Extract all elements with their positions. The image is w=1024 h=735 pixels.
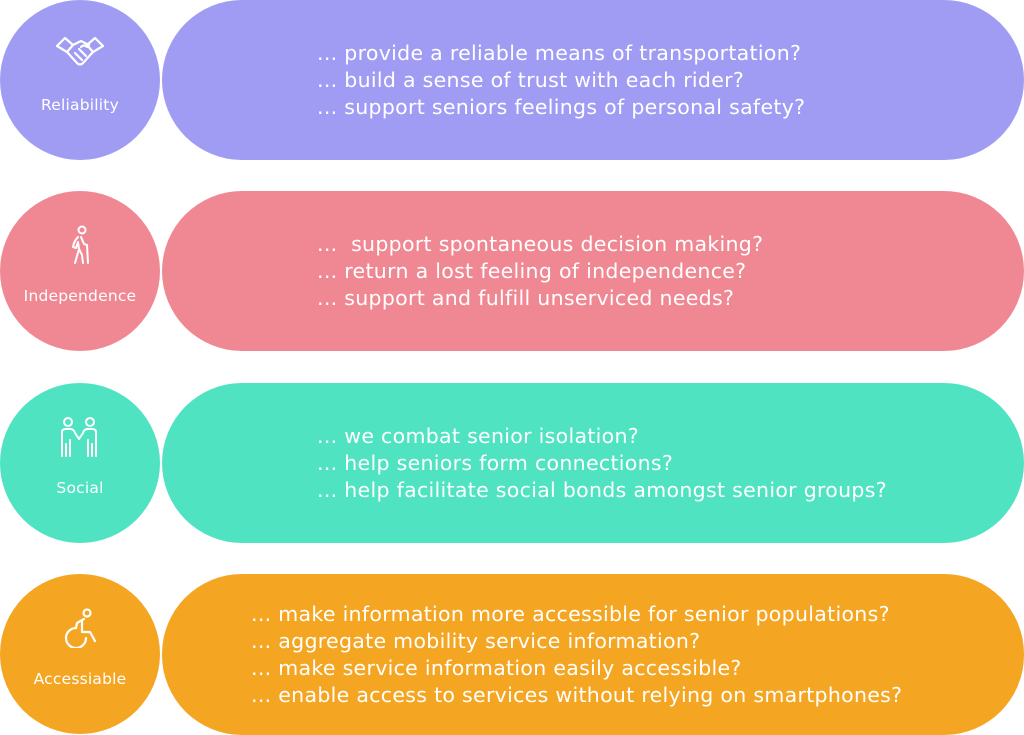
handshake-icon	[55, 34, 105, 74]
question-line: ... build a sense of trust with each rid…	[317, 67, 745, 92]
question-line: ... help facilitate social bonds amongst…	[317, 477, 887, 502]
question-line: ... help seniors form connections?	[317, 450, 674, 475]
question-line: ... aggregate mobility service informati…	[251, 628, 701, 653]
question-line: ... support spontaneous decision making?	[317, 231, 764, 256]
accessible-circle: Accessiable	[0, 574, 160, 734]
question-line: ... support and fulfill unserviced needs…	[317, 285, 735, 310]
independence-label: Independence	[23, 287, 137, 305]
row-social: Social ... we combat senior isolation? .…	[0, 383, 1024, 543]
question-line: ... we combat senior isolation?	[317, 423, 639, 448]
row-reliability: Reliability ... provide a reliable means…	[0, 0, 1024, 160]
reliability-circle: Reliability	[0, 0, 160, 160]
question-line: ... support seniors feelings of personal…	[317, 94, 806, 119]
independence-questions: ... support spontaneous decision making?…	[162, 191, 1024, 351]
row-independence: Independence ... support spontaneous dec…	[0, 191, 1024, 351]
reliability-questions: ... provide a reliable means of transpor…	[162, 0, 1024, 160]
accessible-label: Accessiable	[33, 670, 127, 688]
question-line: ... return a lost feeling of independenc…	[317, 258, 747, 283]
wheelchair-icon	[55, 608, 105, 648]
social-questions: ... we combat senior isolation? ... help…	[162, 383, 1024, 543]
row-accessible: Accessiable ... make information more ac…	[0, 574, 1024, 735]
independence-circle: Independence	[0, 191, 160, 351]
accessible-questions: ... make information more accessible for…	[162, 574, 1024, 735]
people-holding-hands-icon	[55, 417, 105, 457]
question-line: ... make service information easily acce…	[251, 655, 742, 680]
question-line: ... provide a reliable means of transpor…	[317, 40, 802, 65]
question-line: ... enable access to services without re…	[251, 682, 903, 707]
question-line: ... make information more accessible for…	[251, 601, 890, 626]
social-label: Social	[56, 479, 104, 497]
reliability-label: Reliability	[41, 96, 119, 114]
elderly-person-icon	[55, 225, 105, 265]
social-circle: Social	[0, 383, 160, 543]
